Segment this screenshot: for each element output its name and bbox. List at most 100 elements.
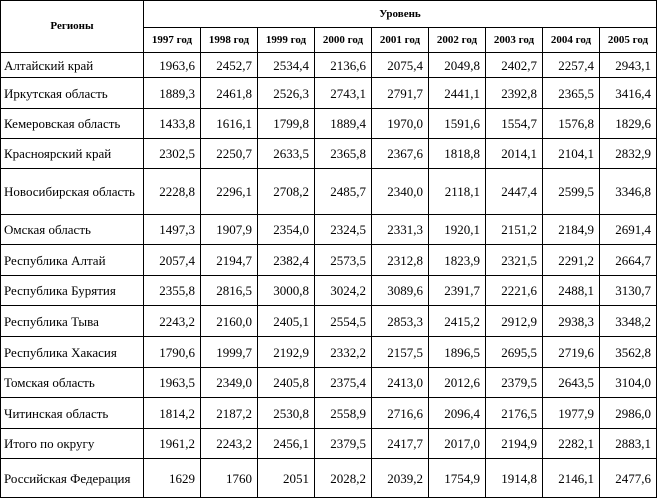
year-header: 1998 год	[200, 27, 258, 53]
table-row: Новосибирская область 2228,8 2296,1 2708,2 2…	[0, 168, 657, 215]
value-cell: 2530,8	[257, 397, 315, 429]
region-cell: Кемеровская область	[0, 108, 144, 139]
value-cell: 2708,2	[257, 168, 315, 215]
value-cell: 2028,2	[314, 458, 372, 498]
value-cell: 2184,9	[542, 214, 600, 245]
value-cell: 1914,8	[485, 458, 543, 498]
table-row: Читинская область 1814,2 2187,2 2530,8 2558,…	[0, 397, 657, 429]
value-cell: 2599,5	[542, 168, 600, 215]
value-cell: 2379,5	[314, 428, 372, 459]
value-cell: 2573,5	[314, 244, 372, 276]
table-row: Иркутская область 1889,3 2461,8 2526,3 2743,…	[0, 77, 657, 109]
year-header: 2004 год	[542, 27, 600, 53]
value-cell: 2257,4	[542, 52, 600, 78]
region-cell: Омская область	[0, 214, 144, 245]
value-cell: 2633,5	[257, 138, 315, 169]
table-row: Республика Бурятия 2355,8 2816,5 3000,8 3024…	[0, 275, 657, 306]
value-cell: 2883,1	[599, 428, 657, 459]
value-cell: 2485,7	[314, 168, 372, 215]
value-cell: 2051	[257, 458, 315, 498]
value-cell: 1616,1	[200, 108, 258, 139]
value-cell: 2136,6	[314, 52, 372, 78]
value-cell: 2075,4	[371, 52, 429, 78]
value-cell: 2096,4	[428, 397, 486, 429]
value-cell: 1576,8	[542, 108, 600, 139]
value-cell: 2938,3	[542, 305, 600, 337]
table-row: Алтайский край 1963,6 2452,7 2534,4 2136,6 20…	[0, 52, 657, 78]
value-cell: 2104,1	[542, 138, 600, 169]
value-cell: 2526,3	[257, 77, 315, 109]
value-cell: 2221,6	[485, 275, 543, 306]
table-row: Омская область 1497,3 1907,9 2354,0 2324,5 23…	[0, 214, 657, 245]
value-cell: 2321,5	[485, 244, 543, 276]
region-cell: Российская Федерация	[0, 458, 144, 498]
value-cell: 2355,8	[143, 275, 201, 306]
value-cell: 3348,2	[599, 305, 657, 337]
value-cell: 1790,6	[143, 336, 201, 368]
table-body: Алтайский край 1963,6 2452,7 2534,4 2136,6 20…	[0, 52, 657, 498]
value-cell: 1591,6	[428, 108, 486, 139]
value-cell: 3000,8	[257, 275, 315, 306]
level-header: Уровень	[143, 0, 657, 28]
value-cell: 2331,3	[371, 214, 429, 245]
value-cell: 2367,6	[371, 138, 429, 169]
value-cell: 2534,4	[257, 52, 315, 78]
value-cell: 1961,2	[143, 428, 201, 459]
value-cell: 1889,3	[143, 77, 201, 109]
value-cell: 2017,0	[428, 428, 486, 459]
value-cell: 2302,5	[143, 138, 201, 169]
value-cell: 3562,8	[599, 336, 657, 368]
value-cell: 2405,8	[257, 367, 315, 398]
value-cell: 1963,6	[143, 52, 201, 78]
region-cell: Иркутская область	[0, 77, 144, 109]
table-row: Республика Алтай 2057,4 2194,7 2382,4 2573,5…	[0, 244, 657, 276]
value-cell: 2349,0	[200, 367, 258, 398]
value-cell: 2391,7	[428, 275, 486, 306]
value-cell: 2912,9	[485, 305, 543, 337]
value-cell: 2194,9	[485, 428, 543, 459]
region-cell: Красноярский край	[0, 138, 144, 169]
value-cell: 1977,9	[542, 397, 600, 429]
value-cell: 2379,5	[485, 367, 543, 398]
value-cell: 2392,8	[485, 77, 543, 109]
value-cell: 1896,5	[428, 336, 486, 368]
region-cell: Новосибирская область	[0, 168, 144, 215]
value-cell: 2405,1	[257, 305, 315, 337]
value-cell: 1963,5	[143, 367, 201, 398]
value-cell: 2558,9	[314, 397, 372, 429]
year-header: 1999 год	[257, 27, 315, 53]
value-cell: 3104,0	[599, 367, 657, 398]
value-cell: 2382,4	[257, 244, 315, 276]
years-row: 1997 год 1998 год 1999 год 2000 год 2001 год…	[1, 27, 657, 53]
table-row: Российская Федерация 1629 1760 2051 2028,2 20…	[0, 458, 657, 498]
value-cell: 2354,0	[257, 214, 315, 245]
value-cell: 2157,5	[371, 336, 429, 368]
value-cell: 3416,4	[599, 77, 657, 109]
value-cell: 1970,0	[371, 108, 429, 139]
value-cell: 2743,1	[314, 77, 372, 109]
value-cell: 2413,0	[371, 367, 429, 398]
value-cell: 2228,8	[143, 168, 201, 215]
value-cell: 2282,1	[542, 428, 600, 459]
value-cell: 2691,4	[599, 214, 657, 245]
value-cell: 2441,1	[428, 77, 486, 109]
value-cell: 2039,2	[371, 458, 429, 498]
year-header: 2000 год	[314, 27, 372, 53]
region-cell: Томская область	[0, 367, 144, 398]
value-cell: 1629	[143, 458, 201, 498]
value-cell: 2014,1	[485, 138, 543, 169]
table-header: Регионы Уровень 1997 год 1998 год 1999 год…	[0, 0, 657, 53]
value-cell: 2291,2	[542, 244, 600, 276]
region-cell: Читинская область	[0, 397, 144, 429]
region-cell: Республика Бурятия	[0, 275, 144, 306]
value-cell: 1818,8	[428, 138, 486, 169]
value-cell: 2695,5	[485, 336, 543, 368]
value-cell: 2243,2	[143, 305, 201, 337]
value-cell: 2176,5	[485, 397, 543, 429]
value-cell: 1497,3	[143, 214, 201, 245]
value-cell: 2012,6	[428, 367, 486, 398]
year-header: 2002 год	[428, 27, 486, 53]
value-cell: 2332,2	[314, 336, 372, 368]
value-cell: 2250,7	[200, 138, 258, 169]
